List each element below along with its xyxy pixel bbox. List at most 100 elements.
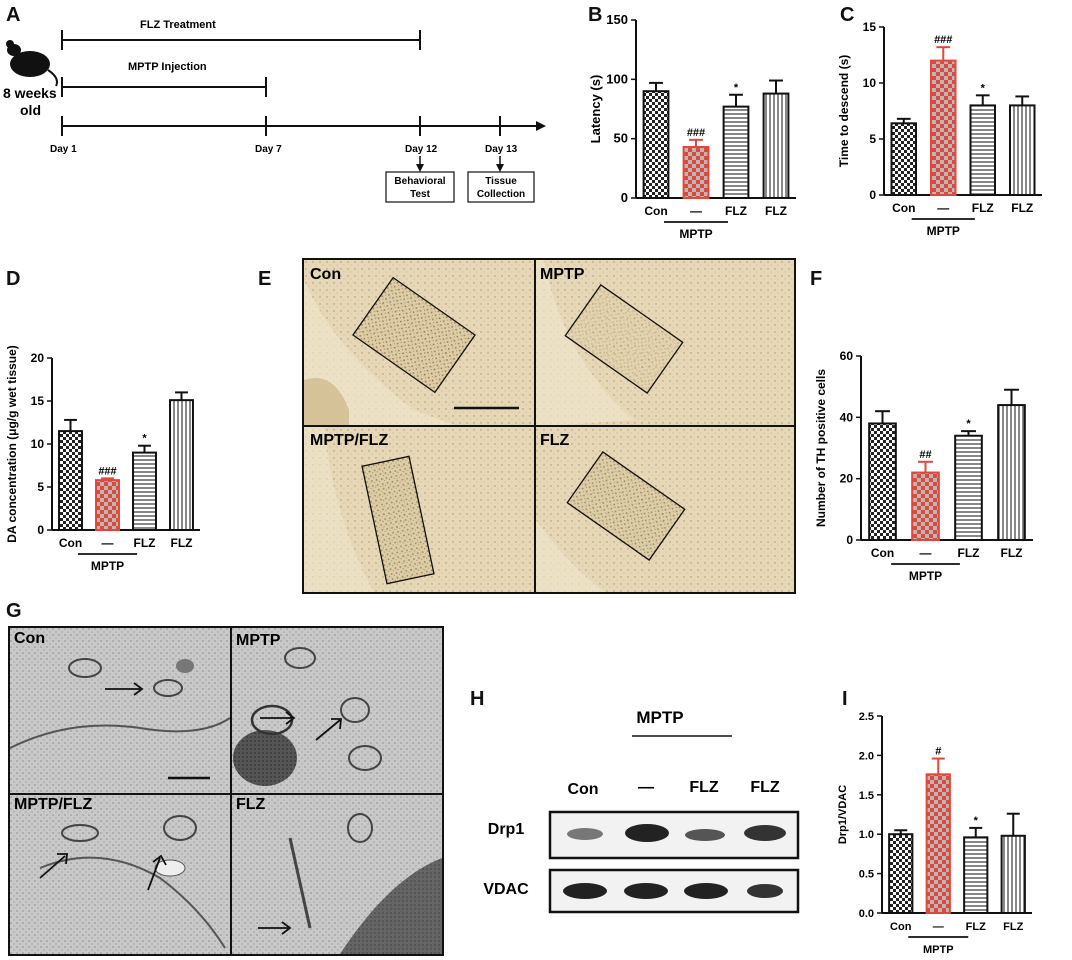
em-mptp bbox=[232, 628, 442, 793]
category-label: — bbox=[102, 536, 114, 550]
behavioral-test-line2: Test bbox=[410, 189, 430, 200]
category-label: Con bbox=[892, 201, 915, 215]
bar-1 bbox=[95, 479, 120, 531]
blot-mptp-label: MPTP bbox=[636, 708, 683, 727]
category-label: Con bbox=[59, 536, 82, 550]
g-label-con: Con bbox=[14, 630, 46, 647]
category-label: — bbox=[920, 546, 932, 560]
descend-chart-panel: 0 5 10 15 Time to descend (s) Con ### — * FLZ FLZ M… bbox=[832, 0, 1072, 250]
significance-mark: ### bbox=[934, 34, 952, 46]
category-label: Con bbox=[644, 204, 667, 218]
group-label: MPTP bbox=[679, 227, 712, 241]
bar-0 bbox=[868, 422, 897, 541]
y-tick-label: 40 bbox=[840, 410, 854, 424]
panel-letter-d: D bbox=[6, 268, 21, 290]
y-tick-label: 2.0 bbox=[859, 750, 874, 762]
th-chart-panel: 0 20 40 60 Number of TH positive cells Con ## —… bbox=[805, 290, 1072, 580]
th-staining-panel: Con MPTP MPTP/FLZ FLZ bbox=[302, 258, 796, 594]
blot-lane-flz2: FLZ bbox=[750, 779, 780, 796]
significance-mark: ### bbox=[687, 127, 705, 139]
e-label-mptp-flz: MPTP/FLZ bbox=[310, 432, 389, 449]
day-label-1: Day 1 bbox=[50, 144, 77, 155]
bar-2 bbox=[722, 105, 750, 199]
latency-bar-chart: 0 50 100 150 Latency (s) Con ### — * FLZ FLZ MPTP bbox=[588, 12, 796, 241]
category-label: — bbox=[937, 201, 949, 215]
significance-mark: * bbox=[734, 82, 739, 94]
significance-mark: ### bbox=[98, 465, 116, 477]
category-label: FLZ bbox=[972, 201, 994, 215]
drp1-band-mptp-flz bbox=[685, 829, 725, 841]
blot-lane-con: Con bbox=[567, 781, 598, 798]
y-tick-label: 2.5 bbox=[859, 711, 874, 723]
y-axis-label: Drp1/VDAC bbox=[837, 785, 849, 844]
day-label-7: Day 7 bbox=[255, 144, 282, 155]
y-tick-label: 5 bbox=[37, 480, 44, 494]
y-tick-label: 100 bbox=[606, 71, 628, 86]
category-label: FLZ bbox=[1001, 546, 1023, 560]
mptp-injection-label: MPTP Injection bbox=[128, 61, 207, 73]
significance-mark: * bbox=[974, 815, 979, 827]
em-images bbox=[10, 628, 442, 954]
time-to-descend-bar-chart: 0 5 10 15 Time to descend (s) Con ### — * FLZ FLZ M… bbox=[837, 20, 1042, 238]
vdac-band-mptp bbox=[624, 883, 668, 899]
bar-3 bbox=[762, 92, 790, 199]
group-label: MPTP bbox=[909, 569, 942, 580]
e-label-flz: FLZ bbox=[540, 432, 570, 449]
y-tick-label: 5 bbox=[869, 132, 876, 146]
latency-chart-panel: 0 50 100 150 Latency (s) Con ### — * FLZ FLZ MPTP bbox=[580, 0, 830, 250]
micrograph-mptp bbox=[536, 260, 794, 425]
y-tick-label: 20 bbox=[840, 472, 854, 486]
da-concentration-bar-chart: 0 5 10 15 20 DA concentration (μg/g wet tissu… bbox=[5, 345, 200, 573]
day-label-13: Day 13 bbox=[485, 144, 518, 155]
panel-letter-c: C bbox=[840, 4, 855, 26]
category-label: FLZ bbox=[966, 921, 986, 933]
significance-mark: * bbox=[981, 82, 986, 94]
group-label: MPTP bbox=[923, 944, 954, 956]
blot-row-vdac: VDAC bbox=[483, 881, 529, 898]
y-tick-label: 0.0 bbox=[859, 908, 874, 920]
y-tick-label: 0 bbox=[621, 190, 628, 205]
category-label: FLZ bbox=[1011, 201, 1033, 215]
em-flz bbox=[232, 795, 442, 954]
blot-lane-dash: — bbox=[638, 779, 654, 796]
em-panel: Con MPTP MPTP/FLZ FLZ bbox=[8, 626, 444, 956]
e-label-mptp: MPTP bbox=[540, 266, 585, 283]
y-tick-label: 150 bbox=[606, 12, 628, 27]
y-tick-label: 0 bbox=[869, 188, 876, 202]
bar-3 bbox=[997, 404, 1026, 541]
flz-treatment-label: FLZ Treatment bbox=[140, 19, 216, 31]
da-chart-panel: 0 5 10 15 20 DA concentration (μg/g wet tissu… bbox=[0, 290, 250, 580]
y-axis-label: Number of TH positive cells bbox=[814, 369, 828, 527]
blot-lane-flz1: FLZ bbox=[689, 779, 719, 796]
category-label: — bbox=[933, 921, 944, 933]
y-tick-label: 0 bbox=[37, 523, 44, 537]
micrograph-mptp-flz bbox=[304, 427, 534, 592]
panel-letter-f: F bbox=[810, 268, 823, 290]
panel-letter-a: A bbox=[6, 4, 21, 26]
significance-mark: * bbox=[142, 433, 147, 445]
y-axis-label: Latency (s) bbox=[588, 75, 603, 144]
group-label: MPTP bbox=[927, 224, 960, 238]
bar-0 bbox=[58, 430, 83, 532]
micrograph-flz bbox=[536, 427, 794, 592]
significance-mark: * bbox=[966, 418, 971, 430]
y-tick-label: 10 bbox=[863, 76, 877, 90]
timeline-diagram: 8 weeks old FLZ Treatment MPTP Injection… bbox=[3, 19, 546, 203]
significance-mark: # bbox=[935, 746, 941, 758]
em-con bbox=[10, 628, 231, 793]
panel-letter-i: I bbox=[842, 688, 848, 710]
em-mptp-flz bbox=[10, 795, 230, 954]
panel-letter-e: E bbox=[258, 268, 272, 290]
drp1-vdac-bar-chart: 0.0 0.5 1.0 1.5 2.0 2.5 Drp1/VDAC Con # — * FLZ FLZ M… bbox=[837, 711, 1032, 956]
y-axis-label: DA concentration (μg/g wet tissue) bbox=[5, 345, 19, 543]
bar-3 bbox=[1000, 834, 1026, 914]
drp1-band-con bbox=[567, 828, 603, 840]
th-positive-cells-bar-chart: 0 20 40 60 Number of TH positive cells Con ## —… bbox=[814, 349, 1033, 580]
bar-0 bbox=[890, 122, 917, 196]
bar-2 bbox=[969, 104, 996, 196]
e-label-con: Con bbox=[310, 266, 342, 283]
y-tick-label: 60 bbox=[840, 349, 854, 363]
panel-letter-g: G bbox=[6, 600, 22, 622]
y-tick-label: 15 bbox=[863, 20, 877, 34]
tissue-collection-box bbox=[467, 171, 535, 203]
